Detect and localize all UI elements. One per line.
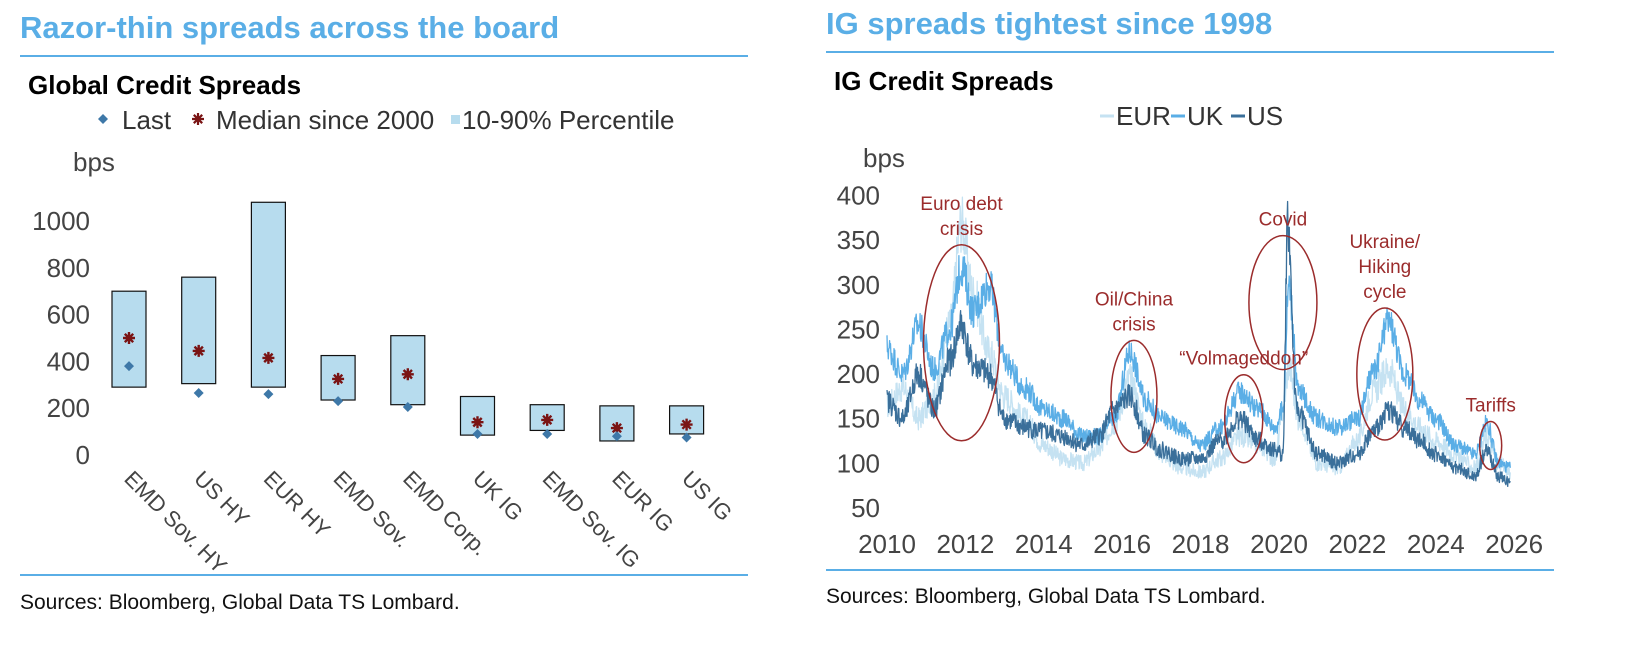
x-tick-label: 2024 — [1407, 529, 1465, 559]
median-marker — [680, 418, 693, 431]
y-tick-label: 800 — [47, 253, 90, 283]
annotation-label: Tariffs — [1466, 395, 1516, 416]
annotation-label: Euro debt — [920, 194, 1003, 215]
x-tick-label: 2014 — [1015, 529, 1073, 559]
x-tick-label: UK IG — [468, 466, 528, 526]
left-headline-rule — [20, 55, 748, 57]
x-tick-label: 2020 — [1250, 529, 1308, 559]
y-tick-label: 0 — [76, 440, 90, 470]
annotation-ellipse — [1478, 420, 1503, 471]
annotation-label: Covid — [1259, 210, 1308, 231]
x-tick-label: 2016 — [1093, 529, 1151, 559]
last-marker — [193, 387, 204, 398]
annotation-label: cycle — [1363, 282, 1406, 303]
right-source-note: Sources: Bloomberg, Global Data TS Lomba… — [826, 585, 1266, 608]
median-marker — [123, 332, 135, 344]
y-tick-label: 1000 — [32, 206, 90, 236]
median-marker — [332, 372, 345, 385]
x-tick-label: US IG — [677, 466, 737, 526]
last-marker — [681, 432, 692, 443]
ig-credit-spreads-chart: EUR UK US bps 50 100 150 200 250 300 350 400 2010 201… — [837, 101, 1544, 559]
legend-last-marker — [98, 114, 108, 124]
right-headline-rule — [826, 51, 1554, 53]
legend-median-label: Median since 2000 — [216, 105, 434, 135]
legend-uk-label: UK — [1187, 101, 1224, 131]
median-marker — [471, 416, 484, 429]
last-marker — [263, 389, 274, 400]
annotation-label: “Volmageddon” — [1179, 349, 1308, 370]
median-marker — [610, 422, 623, 435]
percentile-range-bar — [320, 354, 356, 401]
annotation-label: Oil/China — [1095, 289, 1174, 310]
last-marker — [402, 402, 413, 413]
x-tick-label: 2012 — [936, 529, 994, 559]
last-marker — [611, 431, 622, 442]
annotation-label: Hiking — [1358, 257, 1411, 278]
median-marker — [192, 344, 205, 357]
annotation-ellipse — [1356, 307, 1414, 441]
y-tick-label: 400 — [837, 180, 880, 210]
annotation-ellipse — [1248, 234, 1318, 371]
right-chart-title: IG Credit Spreads — [834, 66, 1054, 96]
y-axis-label: bps — [863, 143, 905, 173]
legend-percentile-label: 10-90% Percentile — [462, 105, 674, 135]
x-tick-label: 2010 — [858, 529, 916, 559]
annotation-label: crisis — [1112, 314, 1155, 335]
annotation-ellipse — [922, 244, 1001, 442]
legend-last-label: Last — [122, 105, 172, 135]
x-tick-label: EUR HY — [259, 466, 336, 543]
annotation-label: Ukraine/ — [1349, 232, 1420, 253]
y-tick-label: 150 — [837, 404, 880, 434]
median-marker — [262, 351, 275, 364]
annotation-ellipse — [1223, 373, 1264, 464]
median-marker — [541, 413, 554, 426]
last-marker — [124, 361, 134, 372]
right-footer-rule — [826, 569, 1554, 571]
legend-median-marker — [192, 113, 204, 125]
left-headline: Razor-thin spreads across the board — [20, 10, 560, 45]
left-panel: Razor-thin spreads across the board Glob… — [0, 0, 800, 652]
annotation-label: crisis — [940, 219, 983, 240]
y-tick-label: 250 — [837, 314, 880, 344]
y-tick-label: 300 — [837, 270, 880, 300]
y-tick-label: 350 — [837, 225, 880, 255]
left-footer-rule — [20, 574, 748, 576]
legend-eur-label: EUR — [1116, 101, 1171, 131]
y-tick-label: 50 — [851, 493, 880, 523]
x-tick-label: 2022 — [1328, 529, 1386, 559]
legend-us-label: US — [1247, 101, 1283, 131]
y-axis-label: bps — [73, 147, 115, 177]
series-line-eur — [886, 196, 1511, 480]
last-marker — [472, 428, 483, 439]
left-chart-title: Global Credit Spreads — [28, 70, 302, 100]
y-tick-label: 200 — [47, 393, 90, 423]
y-tick-label: 400 — [47, 346, 90, 376]
right-headline: IG spreads tightest since 1998 — [826, 6, 1273, 41]
x-tick-label: 2018 — [1172, 529, 1230, 559]
series-line-us — [886, 200, 1511, 488]
right-panel: IG spreads tightest since 1998 IG Credit… — [826, 0, 1649, 652]
series-line-uk — [886, 255, 1511, 473]
last-marker — [333, 396, 344, 407]
x-tick-label: 2026 — [1485, 529, 1543, 559]
left-source-note: Sources: Bloomberg, Global Data TS Lomba… — [20, 591, 460, 614]
y-tick-label: 600 — [47, 300, 90, 330]
y-tick-label: 200 — [837, 359, 880, 389]
x-tick-label: EUR IG — [607, 466, 678, 537]
annotation-ellipse — [1110, 339, 1158, 454]
legend-percentile-marker — [451, 115, 460, 124]
x-tick-label: US HY — [189, 466, 254, 531]
last-marker — [542, 428, 553, 439]
median-marker — [401, 368, 414, 381]
y-tick-label: 100 — [837, 448, 880, 478]
global-credit-spreads-chart: Last Median since 2000 10-90% Percentile bp… — [32, 105, 737, 579]
percentile-range-bar — [181, 276, 217, 385]
